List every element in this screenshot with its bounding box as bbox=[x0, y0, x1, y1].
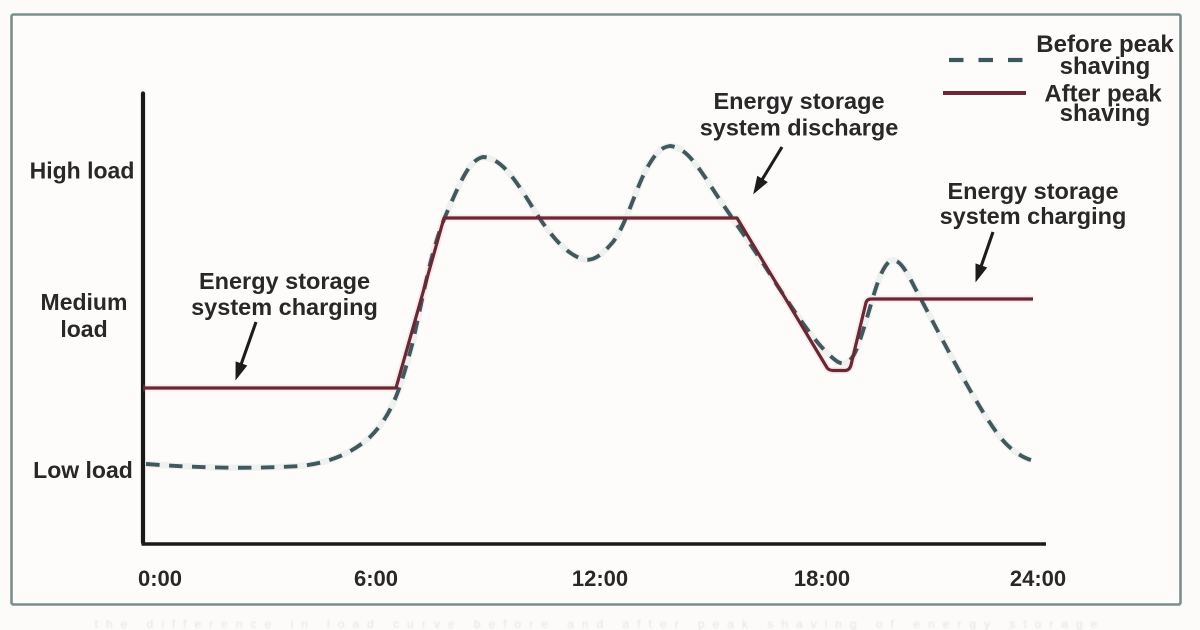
svg-text:system discharge: system discharge bbox=[700, 115, 899, 141]
svg-text:shaving: shaving bbox=[1060, 53, 1151, 80]
svg-text:High load: High load bbox=[30, 158, 135, 184]
svg-text:Medium: Medium bbox=[41, 289, 128, 315]
svg-text:24:00: 24:00 bbox=[1010, 566, 1066, 591]
svg-text:0:00: 0:00 bbox=[138, 566, 182, 591]
svg-text:12:00: 12:00 bbox=[572, 566, 628, 591]
svg-text:Energy storage: Energy storage bbox=[947, 178, 1118, 204]
svg-text:Before peak: Before peak bbox=[1036, 31, 1174, 58]
svg-text:Low load: Low load bbox=[33, 457, 133, 483]
svg-text:load: load bbox=[60, 316, 107, 342]
svg-text:Energy storage: Energy storage bbox=[713, 88, 884, 114]
svg-text:system charging: system charging bbox=[940, 203, 1127, 229]
svg-text:the difference in load curve b: the difference in load curve before and … bbox=[95, 617, 1106, 630]
svg-text:After peak: After peak bbox=[1044, 81, 1162, 108]
svg-text:18:00: 18:00 bbox=[794, 566, 850, 591]
svg-text:shaving: shaving bbox=[1060, 100, 1151, 127]
svg-text:Energy storage: Energy storage bbox=[199, 268, 370, 294]
svg-text:6:00: 6:00 bbox=[354, 566, 398, 591]
svg-text:system charging: system charging bbox=[191, 294, 378, 320]
